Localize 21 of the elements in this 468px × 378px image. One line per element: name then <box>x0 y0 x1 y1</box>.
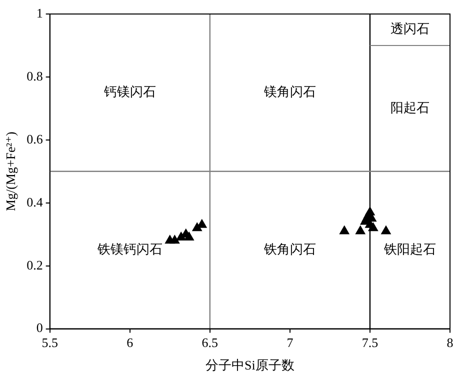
y-tick-label: 0.2 <box>26 257 43 272</box>
y-axis-title: Mg/(Mg+Fe²⁺) <box>3 132 18 212</box>
annotation: 透闪石 <box>390 21 430 36</box>
y-tick-label: 1 <box>36 5 43 20</box>
y-tick-label: 0 <box>36 320 43 336</box>
x-axis-title: 分子中Si原子数 <box>206 358 294 373</box>
x-tick-label: 6 <box>126 335 134 350</box>
annotation: 阳起石 <box>390 100 430 115</box>
annotation: 镁角闪石 <box>262 84 316 100</box>
y-tick-label: 0.6 <box>26 131 44 146</box>
x-tick-label: 6.5 <box>202 335 218 350</box>
annotation: 铁角闪石 <box>262 242 316 257</box>
annotation: 铁镁钙闪石 <box>96 242 162 257</box>
x-tick-label: 7 <box>286 335 294 350</box>
x-tick-label: 8 <box>446 335 454 350</box>
x-tick-label: 5.5 <box>42 335 58 350</box>
annotation: 铁阳起石 <box>382 242 436 257</box>
y-tick-label: 0.4 <box>26 194 44 210</box>
x-tick-label: 7.5 <box>362 335 378 350</box>
y-tick-label: 0.8 <box>26 68 43 84</box>
annotation: 钙镁闪石 <box>102 84 156 100</box>
